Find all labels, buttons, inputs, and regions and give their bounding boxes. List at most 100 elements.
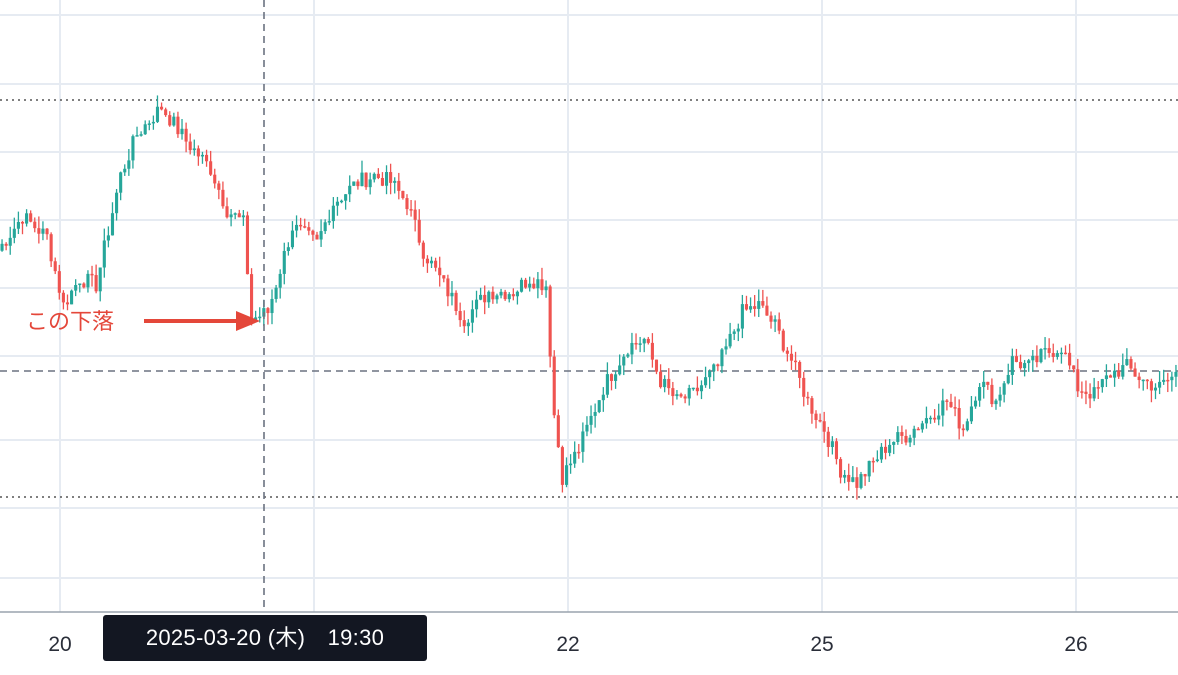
candle-body [908, 437, 912, 443]
candle-body [973, 400, 978, 407]
candle-body [638, 343, 642, 345]
candle-body [229, 214, 233, 218]
candle-body [838, 459, 843, 478]
candle-body [834, 441, 839, 460]
candle-body [466, 322, 470, 327]
candle-body [507, 294, 511, 300]
candle-body [90, 273, 94, 276]
candle-body [528, 283, 532, 288]
candle-body [900, 432, 904, 436]
candle-body [327, 221, 331, 223]
candle-body [442, 275, 446, 279]
candle-body [429, 260, 434, 264]
candle-body [25, 213, 29, 224]
candle-body [74, 285, 78, 291]
candle-body [450, 292, 454, 297]
candle-body [1023, 363, 1027, 369]
candle-body [1162, 379, 1166, 382]
candle-body [135, 135, 139, 137]
candle-body [266, 308, 270, 314]
candle-body [233, 213, 237, 215]
x-tick-label-22: 22 [556, 633, 579, 656]
candle-body [29, 213, 33, 222]
candle-body [867, 460, 871, 477]
candle-body [524, 279, 528, 288]
candle-body [70, 290, 74, 305]
candle-body [1018, 361, 1023, 369]
candle-body [597, 400, 601, 412]
candle-body [994, 400, 998, 405]
candle-body [1100, 379, 1104, 388]
candle-body [356, 181, 360, 187]
candle-body [180, 128, 184, 135]
candle-body [614, 374, 618, 381]
candle-body [380, 178, 384, 186]
candle-body [540, 279, 544, 291]
candle-body [82, 283, 86, 288]
candle-body [830, 441, 834, 448]
candle-body [642, 338, 646, 344]
overlay [144, 0, 265, 612]
candle-body [155, 106, 160, 122]
candle-body [896, 432, 900, 442]
candle-body [732, 331, 736, 334]
candle-body [217, 183, 221, 190]
candle-body [646, 338, 650, 343]
candle-body [1088, 393, 1092, 399]
candle-body [368, 179, 372, 188]
candle-body [205, 154, 209, 162]
candle-body [421, 242, 425, 259]
candle-body [458, 311, 462, 321]
candle-body [290, 230, 295, 248]
candle-body [98, 267, 102, 292]
candles [0, 95, 1178, 500]
candle-body [998, 394, 1002, 401]
candle-body [1002, 383, 1006, 395]
candle-body [78, 283, 82, 286]
candle-body [536, 279, 540, 289]
candle-body [749, 306, 753, 310]
candle-body [1027, 360, 1031, 364]
candle-body [1055, 353, 1059, 357]
candle-body [851, 477, 855, 482]
candle-body [990, 384, 994, 405]
x-tick-label-25: 25 [810, 633, 833, 656]
candle-body [708, 371, 712, 378]
candle-body [389, 172, 393, 183]
candle-body [601, 394, 605, 401]
candle-body [331, 205, 335, 222]
candle-body [548, 286, 552, 357]
candle-body [761, 301, 765, 306]
candle-body [499, 291, 503, 296]
candle-body [417, 219, 421, 243]
candle-body [659, 371, 663, 388]
candle-body [654, 359, 659, 372]
candle-body [1006, 374, 1010, 384]
candle-body [254, 317, 258, 321]
candle-body [789, 353, 794, 361]
candle-body [744, 304, 749, 310]
candle-body [115, 192, 119, 214]
candle-body [569, 463, 573, 466]
candle-body [1166, 379, 1170, 382]
candle-body [826, 431, 830, 448]
candle-body [1047, 348, 1051, 354]
candle-body [933, 417, 937, 420]
candle-body [286, 247, 290, 251]
candle-body [1076, 369, 1080, 392]
candle-body [106, 235, 110, 241]
candle-body [384, 172, 389, 186]
candle-body [319, 231, 323, 240]
x-tick-label-26: 26 [1064, 633, 1087, 656]
candle-body [802, 377, 806, 397]
candle-body [339, 200, 344, 203]
candle-body [409, 209, 413, 211]
candle-body [699, 385, 704, 392]
crosshair-time-label: 2025-03-20 (木) 19:30 [103, 615, 427, 661]
level-lines [0, 99, 1178, 498]
candle-body [1063, 352, 1068, 355]
candle-body [1072, 365, 1076, 370]
candle-body [552, 356, 556, 416]
candle-body [573, 451, 577, 464]
